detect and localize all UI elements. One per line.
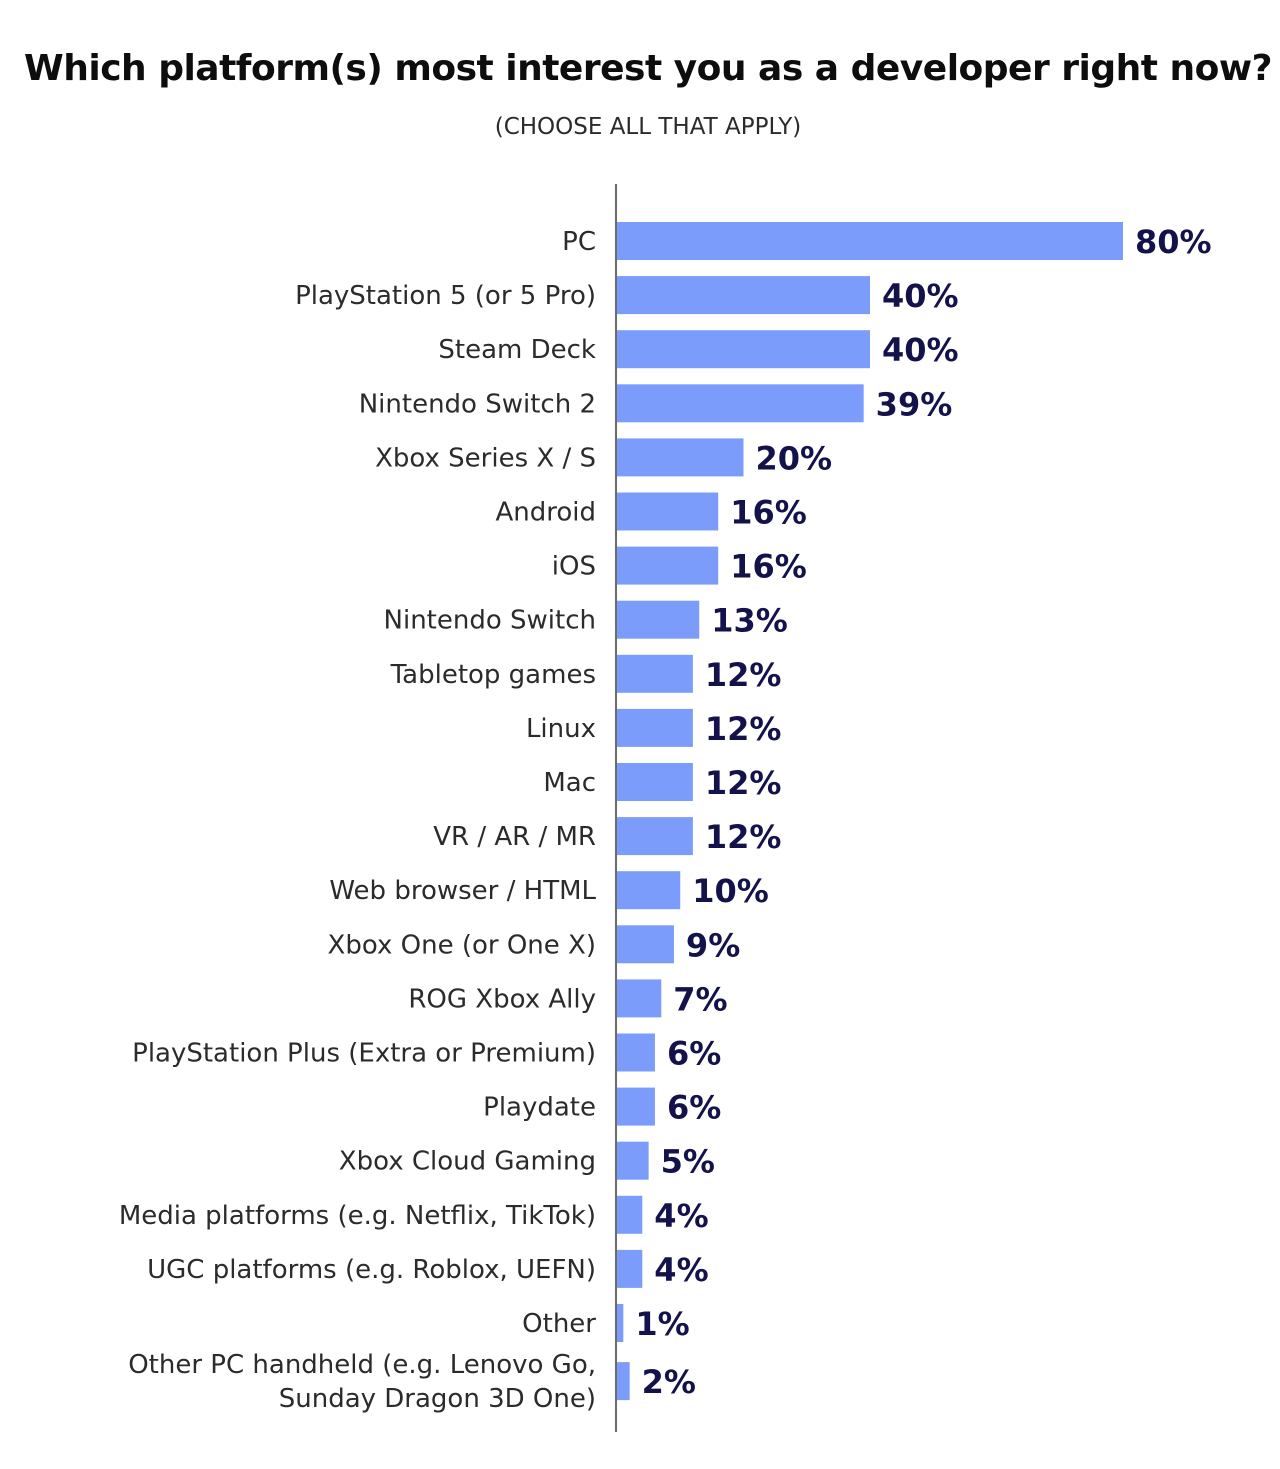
- bar-19: [617, 1249, 643, 1288]
- category-label-14: ROG Xbox Ally: [408, 984, 596, 1014]
- category-label-15: PlayStation Plus (Extra or Premium): [132, 1039, 596, 1069]
- value-label-13: 9%: [686, 926, 740, 964]
- value-label-14: 7%: [673, 980, 727, 1018]
- bar-0: [617, 222, 1123, 260]
- value-label-2: 40%: [882, 331, 959, 369]
- category-labels: PC PlayStation 5 (or 5 Pro) Steam Deck Nint…: [119, 227, 597, 1414]
- category-label-19: UGC platforms (e.g. Roblox, UEFN): [147, 1255, 596, 1285]
- value-label-5: 16%: [730, 494, 807, 532]
- category-label-4: Xbox Series X / S: [375, 443, 596, 473]
- category-label-11: VR / AR / MR: [433, 822, 596, 852]
- category-label-2: Steam Deck: [438, 335, 596, 365]
- value-label-15: 6%: [667, 1035, 721, 1073]
- chart-subtitle: (CHOOSE ALL THAT APPLY): [494, 114, 802, 140]
- category-label-7: Nintendo Switch: [384, 606, 596, 636]
- bar-6: [617, 546, 719, 585]
- category-label-9: Linux: [526, 714, 596, 744]
- bar-7: [617, 600, 700, 639]
- category-label-13: Xbox One (or One X): [328, 930, 596, 960]
- bar-5: [617, 492, 719, 531]
- value-label-16: 6%: [667, 1089, 721, 1127]
- bar-17: [617, 1141, 649, 1180]
- bar-2: [617, 330, 870, 369]
- value-label-6: 16%: [730, 548, 807, 586]
- value-label-11: 12%: [705, 818, 782, 856]
- value-label-4: 20%: [756, 439, 833, 477]
- value-label-17: 5%: [661, 1143, 715, 1181]
- category-label-1: PlayStation 5 (or 5 Pro): [295, 281, 596, 311]
- bar-9: [617, 708, 693, 747]
- bar-10: [617, 763, 693, 801]
- category-label-21: Other PC handheld (e.g. Lenovo Go, Sunday…: [128, 1350, 596, 1414]
- bar-12: [617, 871, 681, 910]
- chart-title: Which platform(s) most interest you as a…: [24, 48, 1272, 89]
- category-label-6: iOS: [552, 552, 596, 582]
- value-label-7: 13%: [711, 602, 788, 640]
- bar-8: [617, 654, 693, 693]
- category-label-0: PC: [562, 227, 596, 257]
- value-label-1: 40%: [882, 277, 959, 315]
- bar-3: [617, 384, 864, 423]
- category-label-10: Mac: [543, 768, 596, 798]
- value-label-9: 12%: [705, 710, 782, 748]
- bar-21: [617, 1362, 630, 1401]
- category-label-3: Nintendo Switch 2: [359, 389, 596, 419]
- category-label-18: Media platforms (e.g. Netflix, TikTok): [119, 1201, 596, 1231]
- category-label-5: Android: [495, 498, 596, 528]
- bar-20: [617, 1304, 624, 1342]
- value-label-12: 10%: [692, 872, 769, 910]
- bars-layer: [617, 222, 1123, 1401]
- category-label-12: Web browser / HTML: [329, 876, 596, 906]
- value-label-20: 1%: [635, 1305, 689, 1343]
- value-labels: 80% 40% 40% 39% 20% 16% 16% 13% 12% 12% 12% 12% 10% 9…: [635, 223, 1211, 1401]
- value-label-19: 4%: [654, 1251, 708, 1289]
- bar-4: [617, 438, 744, 477]
- bar-15: [617, 1033, 655, 1072]
- bar-16: [617, 1087, 655, 1126]
- bar-14: [617, 979, 662, 1018]
- bar-1: [617, 276, 870, 315]
- value-label-10: 12%: [705, 764, 782, 802]
- value-label-8: 12%: [705, 656, 782, 694]
- bar-18: [617, 1195, 643, 1234]
- category-label-8: Tabletop games: [390, 660, 596, 690]
- value-label-21: 2%: [642, 1363, 696, 1401]
- value-label-0: 80%: [1135, 223, 1212, 261]
- value-label-3: 39%: [876, 385, 953, 423]
- category-label-17: Xbox Cloud Gaming: [339, 1147, 596, 1177]
- bar-11: [617, 817, 693, 856]
- category-label-20: Other: [522, 1309, 596, 1339]
- category-label-16: Playdate: [483, 1093, 596, 1123]
- bar-13: [617, 925, 674, 964]
- value-label-18: 4%: [654, 1197, 708, 1235]
